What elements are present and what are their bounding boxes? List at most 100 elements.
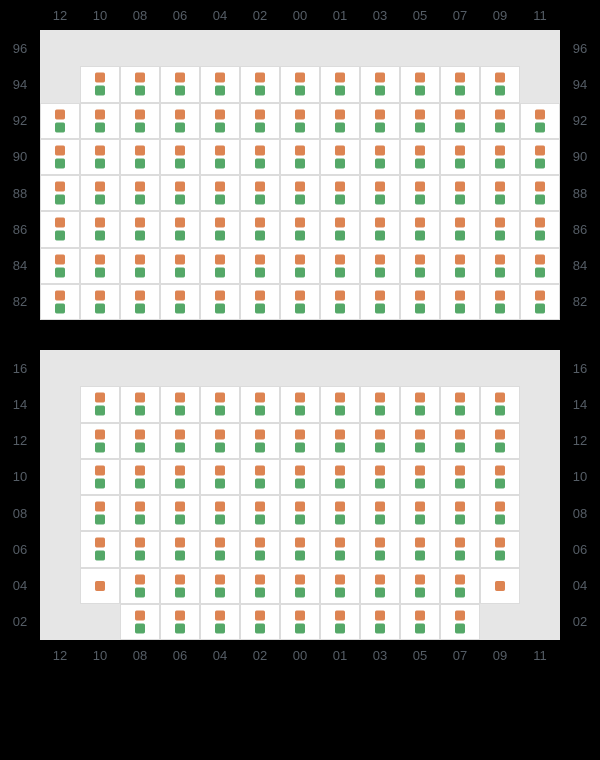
mark-orange: [415, 610, 425, 620]
well-cell: [520, 30, 560, 66]
well-cell: [40, 495, 80, 531]
col-label: 00: [280, 648, 320, 663]
col-label: 05: [400, 8, 440, 23]
well-cell: [240, 211, 280, 247]
mark-green: [335, 623, 345, 633]
mark-orange: [255, 109, 265, 119]
mark-green: [295, 195, 305, 205]
well-cell: [80, 175, 120, 211]
mark-green: [495, 442, 505, 452]
mark-green: [95, 158, 105, 168]
row-labels: 1614121008060402: [560, 350, 600, 640]
mark-green: [215, 231, 225, 241]
mark-orange: [95, 581, 105, 591]
well-cell: [200, 495, 240, 531]
mark-orange: [255, 429, 265, 439]
mark-green: [295, 303, 305, 313]
mark-green: [335, 587, 345, 597]
well-cell: [440, 175, 480, 211]
col-label: 09: [480, 8, 520, 23]
well-cell: [120, 103, 160, 139]
mark-green: [175, 406, 185, 416]
mark-orange: [495, 465, 505, 475]
well-cell: [120, 568, 160, 604]
mark-orange: [495, 73, 505, 83]
mark-orange: [335, 182, 345, 192]
mark-orange: [415, 290, 425, 300]
well-cell: [200, 175, 240, 211]
well-cell: [200, 103, 240, 139]
mark-green: [455, 86, 465, 96]
mark-green: [375, 303, 385, 313]
well-cell: [400, 531, 440, 567]
mark-orange: [375, 182, 385, 192]
well-cell: [360, 211, 400, 247]
mark-green: [95, 551, 105, 561]
well-cell: [120, 284, 160, 320]
mark-green: [55, 267, 65, 277]
col-label: 06: [160, 8, 200, 23]
well-cell: [80, 66, 120, 102]
well-cell: [40, 423, 80, 459]
well-cell: [520, 284, 560, 320]
mark-orange: [295, 182, 305, 192]
mark-orange: [255, 254, 265, 264]
well-cell: [400, 568, 440, 604]
mark-green: [175, 303, 185, 313]
mark-green: [215, 195, 225, 205]
mark-orange: [455, 502, 465, 512]
col-label: 06: [160, 648, 200, 663]
mark-green: [95, 86, 105, 96]
mark-green: [535, 195, 545, 205]
mark-orange: [175, 73, 185, 83]
well-cell: [320, 248, 360, 284]
mark-green: [335, 86, 345, 96]
mark-orange: [175, 145, 185, 155]
mark-orange: [335, 218, 345, 228]
mark-green: [95, 122, 105, 132]
mark-orange: [95, 465, 105, 475]
mark-orange: [375, 574, 385, 584]
well-cell: [280, 604, 320, 640]
mark-orange: [55, 145, 65, 155]
row-label: 96: [560, 30, 600, 66]
mark-green: [175, 158, 185, 168]
mark-orange: [255, 290, 265, 300]
mark-orange: [135, 73, 145, 83]
well-cell: [120, 175, 160, 211]
mark-green: [215, 303, 225, 313]
well-cell: [480, 495, 520, 531]
well-cell: [240, 139, 280, 175]
well-cell: [200, 248, 240, 284]
col-label: 02: [240, 648, 280, 663]
mark-orange: [455, 73, 465, 83]
mark-orange: [135, 393, 145, 403]
mark-orange: [175, 290, 185, 300]
row-label: 12: [560, 423, 600, 459]
well-cell: [360, 604, 400, 640]
mark-green: [295, 406, 305, 416]
mark-orange: [175, 502, 185, 512]
well-cell: [160, 30, 200, 66]
mark-orange: [335, 393, 345, 403]
well-cell: [200, 604, 240, 640]
well-cell: [40, 568, 80, 604]
mark-green: [175, 231, 185, 241]
well-cell: [40, 30, 80, 66]
mark-green: [215, 267, 225, 277]
plate-section-top: 1210080604020001030507091196949290888684…: [0, 0, 600, 320]
well-cell: [360, 423, 400, 459]
row-label: 84: [0, 248, 40, 284]
well-cell: [80, 30, 120, 66]
mark-green: [295, 551, 305, 561]
well-cell: [120, 459, 160, 495]
mark-green: [455, 303, 465, 313]
mark-orange: [455, 290, 465, 300]
mark-orange: [375, 145, 385, 155]
mark-orange: [255, 145, 265, 155]
mark-orange: [375, 254, 385, 264]
well-cell: [360, 386, 400, 422]
mark-orange: [135, 254, 145, 264]
row-label: 92: [0, 103, 40, 139]
mark-orange: [215, 182, 225, 192]
